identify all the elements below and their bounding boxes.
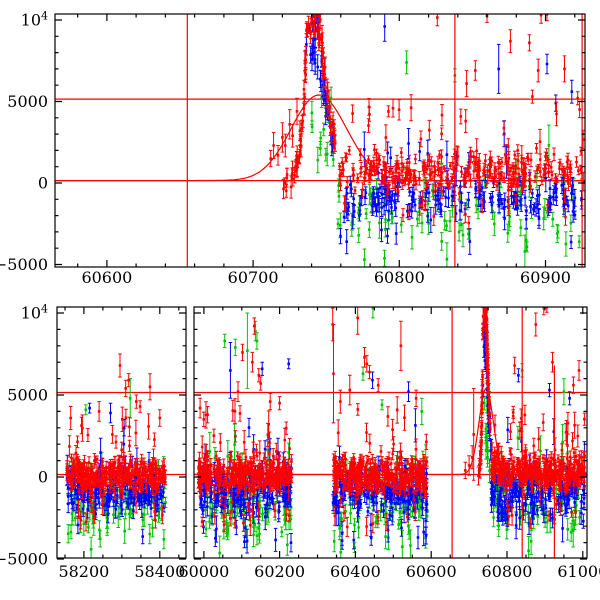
x-tick-label: 60000 bbox=[178, 562, 229, 581]
x-tick-label: 60600 bbox=[406, 562, 457, 581]
panel-frame bbox=[54, 13, 586, 268]
x-tick-label: 60900 bbox=[520, 268, 571, 287]
y-tick-label: 5000 bbox=[7, 92, 48, 111]
x-tick-label: 60800 bbox=[482, 562, 533, 581]
series-red-points bbox=[65, 364, 167, 524]
y-tick-label: 5000 bbox=[7, 386, 48, 405]
x-tick-label: 60600 bbox=[81, 268, 132, 287]
axis-ticks bbox=[194, 307, 587, 560]
axis-ticks bbox=[55, 14, 585, 267]
x-tick-label: 58200 bbox=[58, 562, 109, 581]
panel-top bbox=[55, 14, 585, 267]
panel-frame bbox=[193, 306, 588, 559]
x-tick-label: 60400 bbox=[330, 562, 381, 581]
x-tick-label: 60200 bbox=[254, 562, 305, 581]
series-blue-points bbox=[197, 308, 586, 544]
panel-bottom-right bbox=[194, 307, 587, 558]
x-tick-label: 58400 bbox=[134, 562, 185, 581]
panel-bottom-left bbox=[57, 353, 186, 558]
series-blue-points bbox=[65, 406, 166, 538]
y-tick-label: 0 bbox=[38, 174, 48, 193]
x-tick-label: 60800 bbox=[374, 268, 425, 287]
y-tick-label: 0 bbox=[38, 468, 48, 487]
frame-bottom-right: 60000 60200 60400 60600 60800 61000 bbox=[178, 306, 600, 581]
series-red-points bbox=[269, 14, 585, 225]
axis-ticks bbox=[57, 307, 186, 560]
y-tick-label: −5000 bbox=[0, 255, 48, 274]
x-tick-label: 61000 bbox=[557, 562, 600, 581]
y-tick-label: −5000 bbox=[0, 550, 48, 569]
x-tick-label: 60700 bbox=[228, 268, 279, 287]
series-green-points bbox=[310, 61, 581, 261]
